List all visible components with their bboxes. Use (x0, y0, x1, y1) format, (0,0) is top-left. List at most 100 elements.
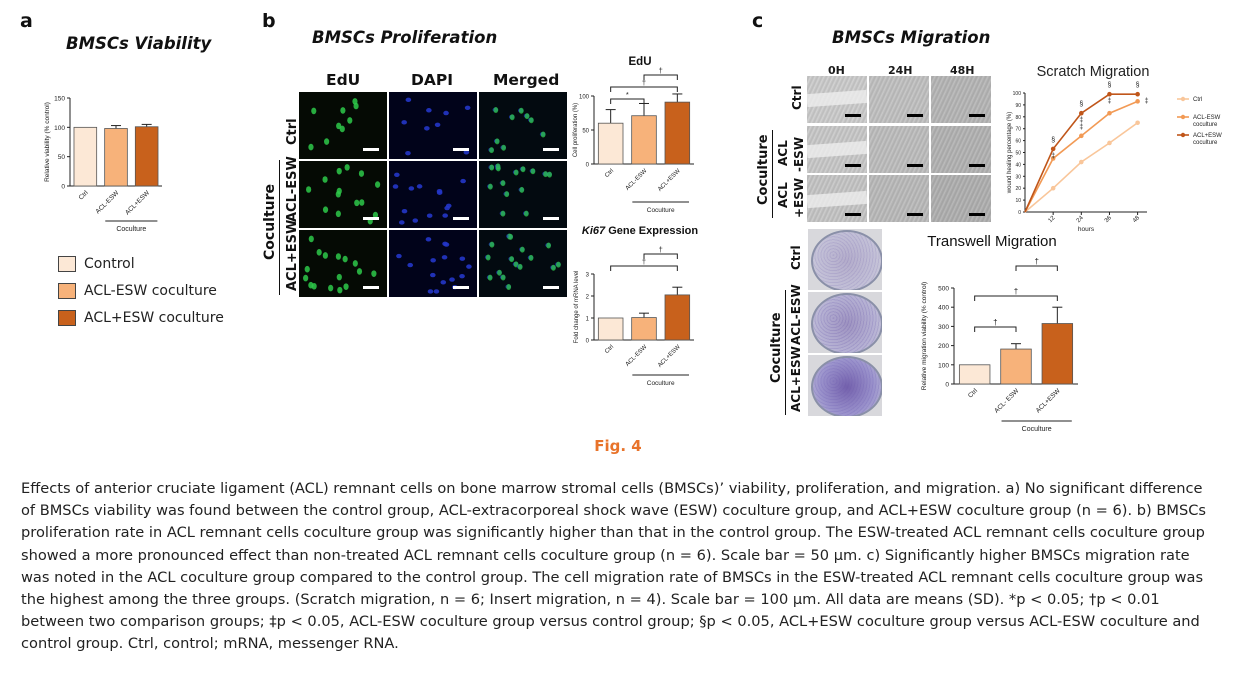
transwell-image (808, 355, 882, 416)
chart-title: EdU (629, 56, 652, 68)
scale-bar (363, 286, 379, 289)
y-tick-label: 200 (938, 343, 949, 350)
chart-title-rest: Gene Expression (605, 225, 698, 237)
legend-swatch-acl-esw (58, 283, 76, 299)
scratch-image (931, 126, 991, 173)
y-tick-label: 10 (1015, 198, 1021, 204)
nucleus (513, 169, 519, 176)
nucleus (434, 122, 441, 127)
legend-label: ACL+ESW (1193, 133, 1222, 139)
x-tick-label: ACL-ESW (625, 344, 649, 368)
legend-marker (1180, 114, 1186, 120)
nucleus (371, 270, 377, 277)
significance-bracket (610, 265, 678, 271)
panel-a-letter: a (20, 10, 33, 32)
nucleus (524, 113, 530, 120)
legend-marker (1180, 132, 1186, 138)
significance-mark: † (659, 66, 663, 75)
scale-bar (543, 148, 559, 151)
significance-mark: ‡ (1108, 98, 1112, 105)
wound-gap (807, 190, 867, 209)
fluorescence-image (299, 161, 387, 228)
significance-mark: ‡ (1051, 153, 1055, 160)
x-axis-label: hours (1078, 226, 1095, 233)
scale-bar (845, 164, 861, 167)
nucleus (430, 272, 436, 278)
nucleus (504, 191, 510, 198)
nucleus (547, 171, 552, 178)
bar (134, 126, 159, 187)
nucleus (356, 268, 363, 275)
nucleus (322, 252, 328, 259)
nucleus (401, 120, 407, 125)
y-tick-label: 0 (586, 339, 590, 345)
nucleus (372, 211, 379, 219)
panel-c-title: BMSCs Migration (832, 28, 991, 47)
nucleus (304, 265, 310, 273)
nucleus (354, 199, 360, 207)
nucleus (359, 199, 365, 206)
x-tick-label: ACL+ESW (657, 344, 682, 369)
nucleus (517, 263, 523, 270)
y-tick-label: 50 (582, 129, 589, 135)
fluorescence-image (479, 230, 567, 297)
nucleus (347, 117, 353, 124)
scale-bar (363, 148, 379, 151)
panel-a-title: BMSCs Viability (66, 34, 212, 53)
significance-bracket (1015, 265, 1058, 271)
cell-nuclei (306, 164, 381, 225)
nucleus (540, 131, 546, 138)
row-head-acl-esw: ACL-ESW (285, 156, 300, 222)
nucleus (494, 138, 500, 145)
scratch-image (931, 175, 991, 222)
nucleus (519, 246, 525, 253)
bar (1041, 323, 1074, 385)
y-tick-label: 2 (586, 295, 590, 301)
data-point (1135, 99, 1140, 104)
cell-nuclei (308, 98, 359, 151)
bar (958, 364, 991, 385)
data-point (1050, 156, 1056, 161)
significance-mark: § (1136, 82, 1140, 89)
y-tick-label: 60 (1015, 139, 1021, 145)
legend-label: coculture (1193, 122, 1218, 128)
scratch-image (869, 76, 929, 123)
nucleus (443, 242, 450, 247)
nucleus (398, 220, 405, 225)
nucleus (405, 97, 412, 103)
significance-mark: † (642, 257, 646, 266)
scratch-row-head-acl-plus-esw-a: ACL (776, 182, 790, 208)
coculture-group-label-transwell: Coculture (769, 312, 784, 383)
chart-title-italic: Ki67 (582, 225, 606, 237)
y-tick-label: 100 (579, 95, 590, 101)
y-axis-label: Relative migration viability (% control) (921, 282, 928, 390)
bar (664, 101, 691, 165)
scale-bar (845, 213, 861, 216)
coculture-bracket-b (279, 160, 280, 295)
group-label: Coculture (1022, 426, 1052, 433)
nucleus (306, 186, 312, 193)
cell-nuclei (484, 233, 561, 291)
cell-nuclei (488, 107, 546, 154)
significance-mark: † (1034, 257, 1038, 266)
legend-label: ACL-ESW (1193, 115, 1221, 121)
nucleus (443, 110, 449, 116)
column-head-24h: 24H (888, 64, 913, 77)
significance-mark: ‡ (1145, 98, 1149, 105)
nucleus (416, 184, 423, 189)
panel-c-letter: c (752, 10, 764, 32)
nucleus (396, 253, 402, 259)
scratch-row-head-ctrl: Ctrl (790, 85, 804, 110)
bar (631, 317, 657, 341)
row-head-ctrl: Ctrl (285, 118, 300, 145)
y-tick-label: 0 (1018, 210, 1021, 216)
data-point (1135, 91, 1140, 97)
fluorescence-image (299, 92, 387, 159)
legend-swatch-acl-plus-esw (58, 310, 76, 326)
nucleus (459, 273, 465, 279)
nucleus (426, 108, 432, 113)
nucleus (353, 102, 359, 110)
nucleus (358, 170, 365, 177)
nucleus (407, 262, 414, 268)
